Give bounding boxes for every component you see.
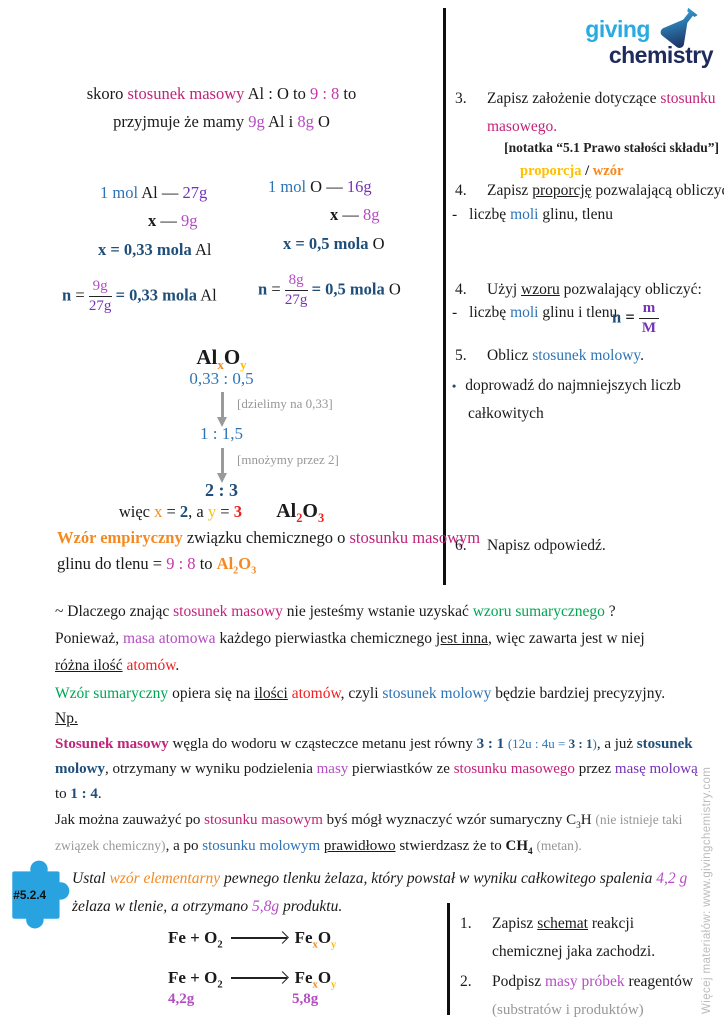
explanation-line: różna ilość atomów. [55,657,180,675]
fraction: 9g 27g [88,278,112,314]
down-arrow-icon [217,448,226,483]
example-line: to 1 : 4. [55,785,102,802]
step-label-1: [dzielimy na 0,33] [237,396,333,411]
ratio-3: 2 : 3 [205,480,238,500]
intro-line-1: skoro stosunek masowy Al : O to 9 : 8 to [86,84,357,103]
example-line: molowy, otrzymany w wyniku podzielenia m… [55,760,698,777]
mole-formula-o: n = 8g 27g = 0,5 mola O [258,272,401,308]
mol-al-result: x = 0,33 mola Al [98,240,212,259]
explanation-paragraph: ~ Dlaczego znając stosunek masowy nie je… [55,598,698,859]
mol-o-result: x = 0,5 mola O [283,234,385,253]
flask-icon [648,4,712,57]
step-item-6: 6. Napisz odpowiedź. [455,537,606,554]
step-item-5: 5. Oblicz stosunek molowy. [455,347,645,364]
logo-word-giving: giving [585,16,650,42]
ratio-1: 0,33 : 0,5 [189,369,254,388]
reaction-scheme-1: Fe + O2 FexOy [168,928,337,951]
reaction-arrow-icon [230,970,287,984]
formula-al2o3: Al2O3 [276,500,325,525]
step-item-4b: 4. Użyj wzoru pozwalający obliczyć: [455,281,702,298]
bottom-step-1: 1. Zapisz schemat reakcji chemicznej jaka… [460,915,656,960]
dash-bullet-2: - liczbę moli glinu i tlenu [452,304,618,321]
example-line: Jak można zauważyć po stosunku masowym b… [55,811,683,831]
dash-bullet-1: - liczbę moli glinu, tlenu [452,206,613,223]
mol-al-line-1: 1 mol Al — 27g [100,183,208,202]
ratio-2: 1 : 1,5 [200,424,243,443]
formula-alxoy: AlxOy [196,345,247,373]
conclusion-line: więc x = 2, a y = 3 Al2O3 [118,500,325,525]
reaction-arrow-icon [230,930,287,944]
term-wzor-elementarny: wzór elementarny [109,870,221,887]
intro-line-2: przyjmuje że mamy 9g Al i 8g O [113,112,330,131]
mol-al-line-2: x — 9g [148,211,198,230]
note-reference: [notatka “5.1 Prawo stałości składu”] [504,140,719,155]
fraction: 8g 27g [284,272,308,308]
down-arrow-icon [217,392,226,427]
example-line: związek chemiczny), a po stosunku molowy… [55,838,582,858]
step-label-2: [mnożymy przez 2] [237,452,339,467]
empirical-line-2: glinu do tlenu = 9 : 8 to Al2O3 [57,554,257,577]
puzzle-badge: #5.2.4 [5,856,73,935]
step-item-3: 3. Zapisz założenie dotyczące stosunku ma… [455,90,716,135]
watermark: Więcej materiałów: www.givingchemistry.c… [701,766,713,1014]
reaction-scheme-2: Fe + O2 FexOy [168,968,337,991]
explanation-line: ~ Dlaczego znając stosunek masowy nie je… [55,603,616,620]
task-number: #5.2.4 [13,888,46,902]
term-stosunek-masowy: stosunek masowy [127,84,245,103]
mole-formula-al: n = 9g 27g = 0,33 mola Al [62,278,217,314]
mol-o-line-2: x — 8g [330,205,380,224]
step-item-4a: 4. Zapisz proporcję pozwalającą obliczyć: [455,182,724,199]
formula-al2o3: Al2O3 [216,554,257,577]
top-column-divider [443,8,446,585]
example-line: Stosunek masowy węgla do wodoru w cząste… [55,735,693,752]
logo-word-chemistry: chemistry [608,42,714,68]
bullet-item-5: • doprowadź do najmniejszych liczb całkow… [452,377,681,422]
mass-label-product: 5,8g [292,991,319,1007]
example-paragraph: Stosunek masowy węgla do wodoru w cząste… [55,731,698,860]
np-label: Np. [55,709,78,727]
explanation-line: Wzór sumaryczny opiera się na ilości ato… [55,684,666,702]
empirical-line-1: Wzór empiryczny związku chemicznego o st… [57,528,481,547]
mass-label-substrate: 4,2g [168,991,195,1007]
task-line-1: Ustal wzór elementarny pewnego tlenku że… [72,870,688,887]
n-equals-m-over-M-formula: n = m M [612,300,663,337]
explanation-line: Ponieważ, masa atomowa każdego pierwiast… [55,630,645,648]
subtitle-proporcja-wzor: proporcja / wzór [520,163,624,179]
term-wzor-empiryczny: Wzór empiryczny [57,528,183,547]
bottom-column-divider [447,903,450,1015]
bottom-step-2: 2. Podpisz masy próbek reagentów (substra… [460,973,694,1018]
task-line-2: żelaza w tlenie, a otrzymano 5,8g produk… [72,898,343,915]
mol-o-line-1: 1 mol O — 16g [268,177,372,196]
